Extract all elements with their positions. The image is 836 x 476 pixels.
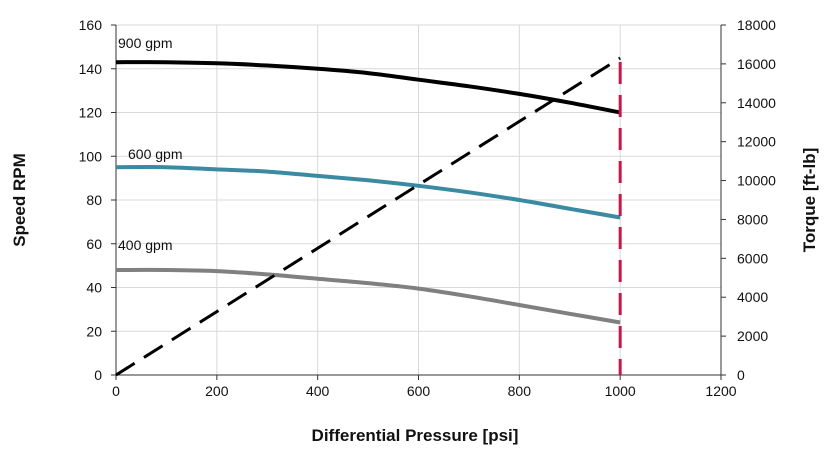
x-tick-label: 800	[508, 383, 532, 399]
y-tick-label: 20	[86, 323, 102, 339]
torque-line	[115, 56, 621, 377]
y2-tick-label: 14000	[737, 95, 776, 111]
x-axis-title: Differential Pressure [psi]	[312, 426, 519, 445]
series-line-600-gpm	[115, 165, 621, 220]
x-tick-label: 400	[306, 383, 330, 399]
y-tick-label: 160	[79, 17, 103, 33]
y-tick-label: 60	[86, 236, 102, 252]
y2-axis-title: Torque [ft-lb]	[800, 148, 819, 252]
x-tick-label: 0	[112, 383, 120, 399]
tick-layer: 0 200 400 600 800 1000 12000204060801001201401…	[79, 17, 777, 399]
y2-tick-label: 8000	[737, 211, 768, 227]
y2-tick-label: 4000	[737, 289, 768, 305]
y-tick-label: 140	[79, 61, 103, 77]
y-tick-label: 40	[86, 280, 102, 296]
y-tick-label: 100	[79, 148, 103, 164]
series-label: 600 gpm	[128, 146, 182, 162]
y-tick-label: 0	[94, 367, 102, 383]
label-layer: 900 gpm 600 gpm 400 gpm	[118, 35, 182, 253]
x-tick-label: 1200	[705, 383, 736, 399]
y2-tick-label: 16000	[737, 56, 776, 72]
series-layer	[115, 56, 622, 377]
y-axis-title: Speed RPM	[10, 153, 29, 247]
y2-tick-label: 0	[737, 367, 745, 383]
series-label: 900 gpm	[118, 35, 172, 51]
y2-tick-label: 6000	[737, 250, 768, 266]
y2-tick-label: 18000	[737, 17, 776, 33]
series-line-900-gpm	[115, 60, 621, 115]
x-tick-label: 600	[407, 383, 431, 399]
series-line-400-gpm	[115, 267, 621, 325]
title-layer: Differential Pressure [psi] Speed RPM To…	[10, 148, 819, 445]
x-tick-label: 1000	[605, 383, 636, 399]
y2-tick-label: 2000	[737, 328, 768, 344]
series-label: 400 gpm	[118, 237, 172, 253]
y-tick-label: 120	[79, 105, 103, 121]
x-tick-label: 200	[205, 383, 229, 399]
y2-tick-label: 12000	[737, 134, 776, 150]
y2-tick-label: 10000	[737, 173, 776, 189]
y-tick-label: 80	[86, 192, 102, 208]
grid-layer	[116, 24, 722, 375]
